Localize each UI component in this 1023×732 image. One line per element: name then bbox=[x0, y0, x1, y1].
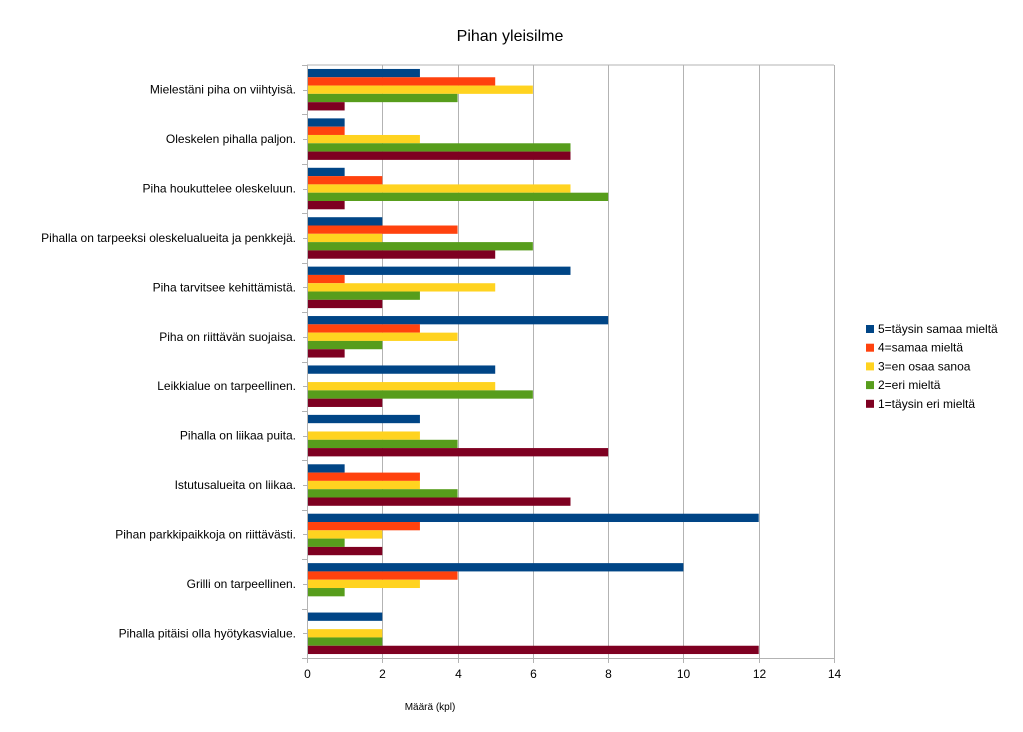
legend-swatch bbox=[866, 325, 874, 333]
category-label: Pihalla pitäisi olla hyötykasvialue. bbox=[119, 626, 296, 640]
bar bbox=[307, 283, 496, 292]
bars bbox=[307, 68, 759, 655]
category-label: Piha houkuttelee oleskeluun. bbox=[143, 182, 296, 196]
bar bbox=[307, 299, 383, 309]
bar bbox=[307, 472, 420, 481]
bar bbox=[307, 68, 420, 78]
bar bbox=[307, 588, 345, 597]
bar bbox=[307, 538, 345, 547]
legend-label: 4=samaa mieltä bbox=[878, 341, 963, 355]
legend-swatch bbox=[866, 399, 874, 408]
category-label: Oleskelen pihalla paljon. bbox=[166, 132, 296, 146]
category-label: Piha on riittävän suojaisa. bbox=[159, 330, 296, 344]
bar bbox=[307, 439, 458, 449]
category-label: Istutusalueita on liikaa. bbox=[175, 478, 296, 492]
category-label: Pihalla on tarpeeksi oleskelualueita ja … bbox=[41, 231, 296, 245]
bar bbox=[307, 637, 383, 646]
bar bbox=[307, 77, 496, 86]
x-tick-label: 6 bbox=[530, 667, 537, 681]
bar bbox=[307, 340, 383, 350]
bar bbox=[307, 530, 383, 539]
bar bbox=[307, 579, 420, 589]
category-labels: Mielestäni piha on viihtyisä. Oleskelen p… bbox=[41, 83, 296, 641]
bar bbox=[307, 332, 458, 341]
bar bbox=[307, 365, 496, 374]
category-label: Mielestäni piha on viihtyisä. bbox=[150, 83, 296, 97]
x-tick-label: 2 bbox=[379, 667, 386, 681]
legend-swatch bbox=[866, 381, 874, 390]
bar bbox=[307, 143, 571, 152]
bar bbox=[307, 522, 420, 531]
bar bbox=[307, 324, 420, 333]
bar bbox=[307, 151, 571, 160]
bar bbox=[307, 134, 420, 144]
bar bbox=[307, 571, 458, 580]
bar bbox=[307, 192, 609, 201]
bar bbox=[307, 85, 533, 94]
bar bbox=[307, 233, 383, 243]
bar bbox=[307, 645, 759, 655]
bar bbox=[307, 349, 345, 358]
bar bbox=[307, 126, 345, 135]
bar bbox=[307, 398, 383, 407]
chart-title: Pihan yleisilme bbox=[457, 28, 564, 45]
x-tick-label: 14 bbox=[828, 667, 842, 681]
x-tick-label: 12 bbox=[753, 667, 767, 681]
x-tick-label: 4 bbox=[455, 667, 462, 681]
category-label: Leikkialue on tarpeellinen. bbox=[157, 379, 296, 393]
category-label: Pihalla on liikaa puita. bbox=[180, 429, 296, 443]
bar bbox=[307, 513, 759, 523]
bar bbox=[307, 242, 533, 251]
bar bbox=[307, 102, 345, 111]
axes bbox=[302, 65, 835, 663]
bar bbox=[307, 612, 383, 621]
bar bbox=[307, 93, 458, 103]
bar bbox=[307, 250, 496, 259]
category-label: Piha tarvitsee kehittämistä. bbox=[153, 280, 296, 294]
x-tick-labels: 0 2 4 6 8 10 12 14 bbox=[304, 667, 841, 681]
bar bbox=[307, 274, 345, 284]
bar bbox=[307, 176, 383, 185]
legend: 5=täysin samaa mieltä 4=samaa mieltä 3=en … bbox=[866, 322, 998, 411]
bar bbox=[307, 563, 684, 572]
legend-label: 2=eri mieltä bbox=[878, 378, 941, 392]
bar bbox=[307, 414, 420, 424]
legend-swatch bbox=[866, 362, 874, 371]
bar bbox=[307, 489, 458, 498]
bar bbox=[307, 480, 420, 490]
bar bbox=[307, 200, 345, 210]
x-axis-title: Määrä (kpl) bbox=[405, 702, 456, 713]
bar bbox=[307, 448, 609, 457]
legend-label: 1=täysin eri mieltä bbox=[878, 397, 975, 411]
bar bbox=[307, 266, 571, 275]
bar bbox=[307, 184, 571, 193]
bar bbox=[307, 291, 420, 300]
x-tick-label: 8 bbox=[605, 667, 612, 681]
legend-label: 5=täysin samaa mieltä bbox=[878, 322, 998, 336]
bar bbox=[307, 464, 345, 473]
bar bbox=[307, 629, 383, 638]
bar bbox=[307, 546, 383, 556]
bar bbox=[307, 382, 496, 391]
category-label: Pihan parkkipaikkoja on riittävästi. bbox=[115, 527, 296, 541]
bar bbox=[307, 167, 345, 177]
x-tick-label: 10 bbox=[677, 667, 691, 681]
legend-swatch bbox=[866, 343, 874, 352]
legend-label: 3=en osaa sanoa bbox=[878, 359, 971, 373]
bar bbox=[307, 118, 345, 127]
bar bbox=[307, 497, 571, 506]
bar bbox=[307, 225, 458, 234]
bar bbox=[307, 390, 533, 399]
x-tick-label: 0 bbox=[304, 667, 311, 681]
bar bbox=[307, 217, 383, 226]
bar bbox=[307, 316, 609, 325]
bar bbox=[307, 431, 420, 440]
category-label: Grilli on tarpeellinen. bbox=[187, 577, 296, 591]
